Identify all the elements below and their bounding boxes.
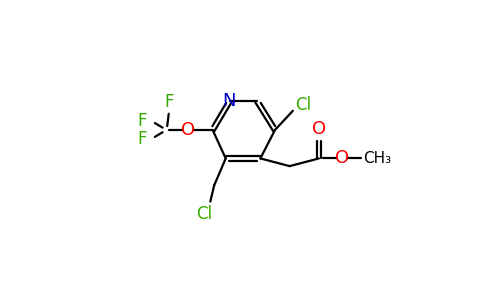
Text: O: O (181, 121, 195, 139)
Text: F: F (138, 130, 147, 148)
Text: Cl: Cl (196, 205, 212, 223)
Text: F: F (138, 112, 147, 130)
Text: CH₃: CH₃ (363, 151, 392, 166)
Text: Cl: Cl (295, 96, 311, 114)
Text: O: O (335, 149, 349, 167)
Text: N: N (222, 92, 236, 110)
Text: F: F (164, 93, 173, 111)
Text: O: O (312, 120, 326, 138)
